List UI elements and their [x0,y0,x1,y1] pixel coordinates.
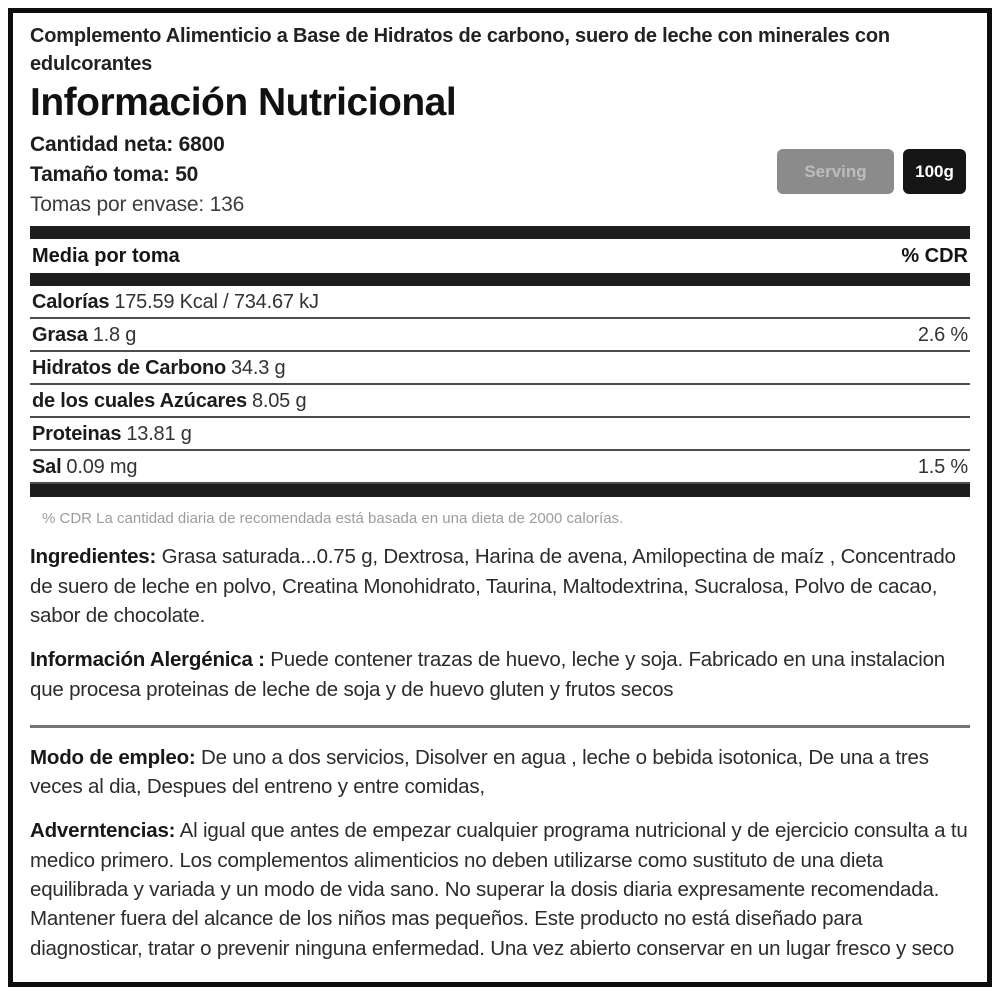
table-row-salt: Sal 0.09 mg 1.5 % [30,451,970,485]
nutrient-name: Grasa [32,324,88,347]
nutrient-name: Hidratos de Carbono [32,357,226,380]
table-header-right: % CDR [901,245,968,268]
unit-toggle: Serving 100g [777,149,966,194]
nutrient-amount: 34.3 g [231,357,286,380]
per-100g-toggle-button[interactable]: 100g [903,149,966,194]
nutrient-name: de los cuales Azúcares [32,390,247,413]
nutrient-cdr: 1.5 % [917,456,968,479]
serving-toggle-button[interactable]: Serving [777,149,894,194]
ingredients-text: Grasa saturada...0.75 g, Dextrosa, Harin… [30,545,956,627]
allergen-text: Puede contener trazas de huevo, leche y … [30,648,945,701]
table-row-carbs: Hidratos de Carbono 34.3 g [30,352,970,386]
table-row-fat: Grasa 1.8 g 2.6 % [30,319,970,353]
nutrient-cdr: 2.6 % [917,324,968,347]
warnings-lead: Adverntencias: [30,819,176,843]
usage-text: De uno a dos servicios, Disolver en agua… [30,745,929,799]
usage-lead: Modo de empleo: [30,745,196,769]
nutrient-amount: 175.59 Kcal / 734.67 kJ [114,291,319,314]
ingredients-paragraph: Ingredientes: Grasa saturada...0.75 g, D… [30,542,970,630]
table-row-protein: Proteinas 13.81 g [30,418,970,452]
net-quantity: Cantidad neta: 6800 [30,133,225,157]
allergen-lead: Información Alergénica : [30,648,265,672]
allergen-paragraph: Información Alergénica : Puede contener … [30,645,970,704]
table-row-calories: Calorías 175.59 Kcal / 734.67 kJ [30,286,970,320]
warnings-text: Al igual que antes de empezar cualquier … [30,819,968,960]
ingredients-lead: Ingredientes: [30,545,157,569]
nutrient-amount: 8.05 g [251,390,307,413]
nutrition-label: Complemento Alimenticio a Base de Hidrat… [8,8,992,987]
nutrient-name: Sal [32,456,62,479]
cdr-footnote: % CDR La cantidad diaria de recomendada … [42,510,624,528]
page-title: Información Nutricional [30,80,457,124]
nutrient-amount: 1.8 g [92,324,137,347]
divider-bar-header [30,273,970,287]
warnings-paragraph: Adverntencias: Al igual que antes de emp… [30,816,970,963]
nutrient-amount: 13.81 g [126,423,192,446]
table-row-sugars: de los cuales Azúcares 8.05 g [30,385,970,419]
table-header: Media por toma % CDR [30,239,970,273]
table-header-left: Media por toma [32,245,180,268]
serving-size: Tamaño toma: 50 [30,163,199,187]
usage-paragraph: Modo de empleo: De uno a dos servicios, … [30,743,970,802]
nutrient-amount: 0.09 mg [66,456,138,479]
product-description: Complemento Alimenticio a Base de Hidrat… [30,25,890,76]
divider-bar-bottom [30,484,970,498]
divider-bar-top [30,226,970,240]
section-divider [30,724,970,728]
nutrient-name: Calorías [32,291,110,314]
servings-per-container: Tomas por envase: 136 [30,192,245,216]
nutrient-name: Proteinas [32,423,122,446]
